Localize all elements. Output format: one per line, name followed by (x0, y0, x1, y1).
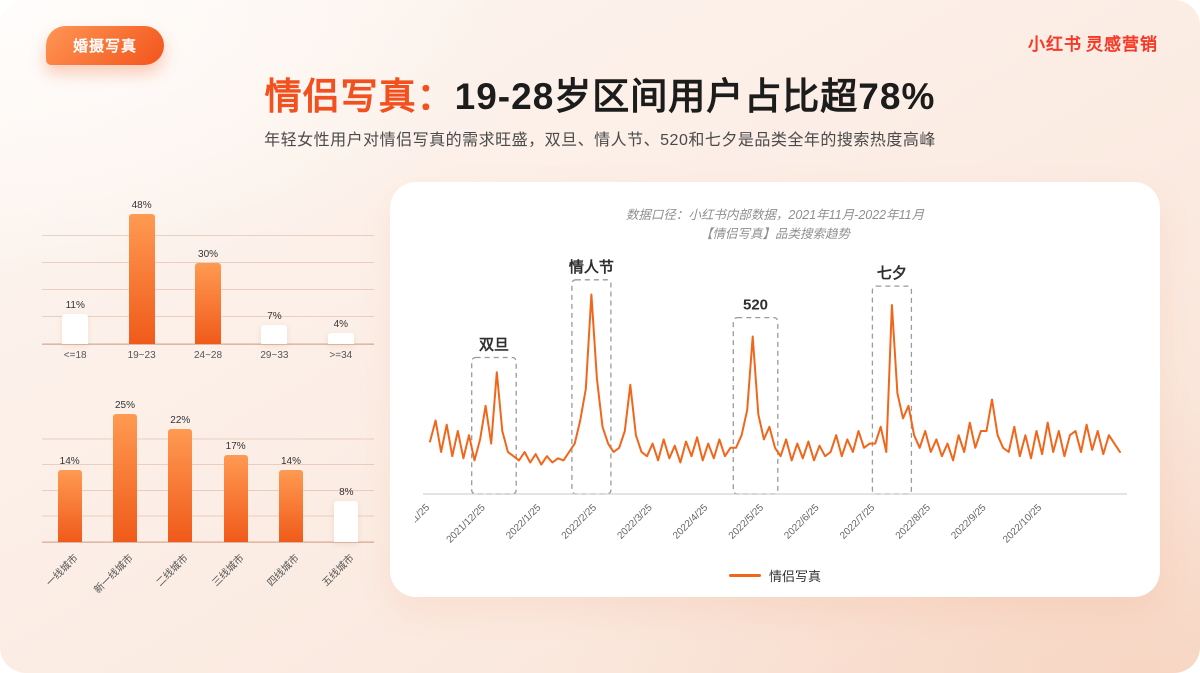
bar-value-label: 14% (59, 456, 80, 468)
annotation-box (871, 285, 913, 495)
bar-slot: 14% 一线城市 (42, 415, 97, 589)
bar-category-label: 新一线城市 (92, 552, 136, 596)
annotation-box (732, 316, 779, 495)
search-trend-card: 数据口径：小红书内部数据，2021年11月-2022年11月 【情侣写真】品类搜… (390, 182, 1160, 597)
bar-slot: 7% 29~33 (241, 210, 307, 361)
bar (334, 501, 359, 542)
bar-slot: 8% 五线城市 (319, 415, 374, 589)
bar (168, 429, 193, 542)
bar-value-label: 11% (65, 300, 85, 312)
bar-category-label: 三线城市 (210, 552, 247, 589)
bar-slot: 30% 24~28 (175, 210, 241, 361)
bar (223, 454, 248, 542)
bar-value-label: 7% (267, 311, 282, 323)
bar-value-label: 14% (280, 456, 301, 468)
x-tick-label: 2022/10/25 (1001, 502, 1044, 545)
bar-category-label: 29~33 (260, 350, 289, 361)
bar (62, 314, 89, 344)
bar-value-label: 4% (333, 319, 349, 331)
bar-category-label: <=18 (63, 350, 87, 361)
annotation-label: 情人节 (569, 258, 614, 276)
x-tick-label: 2022/3/25 (615, 502, 655, 542)
annotation-box (471, 356, 517, 495)
category-badge-label: 婚摄写真 (73, 38, 138, 55)
bar-plot-area: 11% <=18 48% 19~23 30% 24~28 7% 29~33 4% >=34 (42, 200, 374, 361)
city-tier-chart: 14% 一线城市 25% 新一线城市 22% 二线城市 17% 三线城市 14% 四线城市 8% 五线… (42, 400, 374, 596)
annotation-label: 520 (743, 296, 768, 313)
bar (128, 214, 155, 344)
bar-slot: 48% 19~23 (108, 200, 174, 361)
bar-value-label: 30% (198, 249, 219, 260)
x-tick-label: 2022/1/25 (504, 502, 544, 542)
xiaohongshu-logo: 小红书 灵感营销 (1024, 30, 1158, 55)
bar-plot-area: 14% 一线城市 25% 新一线城市 22% 二线城市 17% 三线城市 14% 四线城市 8% 五线… (42, 400, 374, 596)
bar-slot: 25% 新一线城市 (92, 400, 152, 596)
bar (112, 414, 137, 542)
x-tick-label: 2022/7/25 (838, 502, 878, 542)
bar-category-label: 四线城市 (265, 552, 302, 589)
demographic-charts-column: 11% <=18 48% 19~23 30% 24~28 7% 29~33 4% >=34 14%… (42, 196, 374, 596)
annotation-box (571, 278, 612, 495)
bar-category-label: 24~28 (193, 350, 223, 361)
bar-slot: 17% 三线城市 (208, 415, 263, 589)
x-tick-label: 2021/11/25 (415, 502, 432, 545)
bar-slot: 14% 四线城市 (263, 415, 318, 589)
search-trend-line-chart: 双旦 情人节 520 七夕 2021/11/25 2021/12/25 2022/1/25 2… (415, 258, 1127, 545)
bar (327, 333, 354, 344)
x-tick-label: 2022/4/25 (671, 502, 711, 542)
page-subtitle: 年轻女性用户对情侣写真的需求旺盛，双旦、情人节、520和七夕是品类全年的搜索热度… (264, 132, 936, 149)
bar (261, 325, 288, 344)
x-tick-label: 2021/12/25 (445, 502, 488, 545)
title-highlight: 情侣写真： (264, 76, 455, 117)
bar-category-label: 二线城市 (154, 552, 191, 589)
bar-value-label: 25% (114, 400, 135, 411)
age-distribution-chart: 11% <=18 48% 19~23 30% 24~28 7% 29~33 4% >=34 (42, 196, 374, 361)
annotation-label: 七夕 (877, 264, 907, 282)
caption-line-2: 【情侣写真】品类搜索趋势 (699, 227, 850, 242)
x-tick-label: 2022/8/25 (894, 502, 934, 542)
bar-value-label: 17% (225, 440, 246, 452)
x-tick-label: 2022/9/25 (949, 502, 989, 542)
bar (195, 263, 222, 344)
logo-brand-text: 小红书 (1028, 35, 1082, 54)
trend-line (429, 293, 1121, 466)
bar-value-label: 8% (339, 487, 354, 499)
chart-legend: 情侣写真 (390, 566, 1160, 585)
legend-label: 情侣写真 (768, 569, 821, 584)
page-title: 情侣写真：19-28岁区间用户占比超78% (0, 66, 1200, 120)
bar-value-label: 48% (131, 200, 152, 212)
category-badge: 婚摄写真 (46, 26, 165, 65)
x-tick-label: 2022/2/25 (560, 502, 600, 542)
x-tick-label: 2022/6/25 (782, 502, 822, 542)
bar (57, 470, 82, 542)
data-source-caption: 数据口径：小红书内部数据，2021年11月-2022年11月 【情侣写真】品类搜… (390, 206, 1160, 245)
title-rest: 19-28岁区间用户占比超78% (454, 76, 936, 117)
x-tick-label: 2022/5/25 (727, 502, 767, 542)
bar-category-label: 五线城市 (320, 552, 357, 589)
logo-suffix-text: 灵感营销 (1086, 35, 1158, 54)
bar-slot: 11% <=18 (42, 210, 108, 361)
annotation-label: 双旦 (479, 336, 509, 353)
bar-category-label: >=34 (329, 350, 353, 361)
legend-line-swatch (728, 574, 761, 577)
bar-slot: 22% 二线城市 (153, 415, 208, 589)
bar-category-label: 一线城市 (44, 552, 81, 589)
bar-value-label: 22% (170, 415, 191, 427)
bar-category-label: 19~23 (127, 350, 156, 361)
bar-slot: 4% >=34 (308, 210, 374, 361)
bar (278, 470, 303, 542)
caption-line-1: 数据口径：小红书内部数据，2021年11月-2022年11月 (625, 208, 925, 222)
